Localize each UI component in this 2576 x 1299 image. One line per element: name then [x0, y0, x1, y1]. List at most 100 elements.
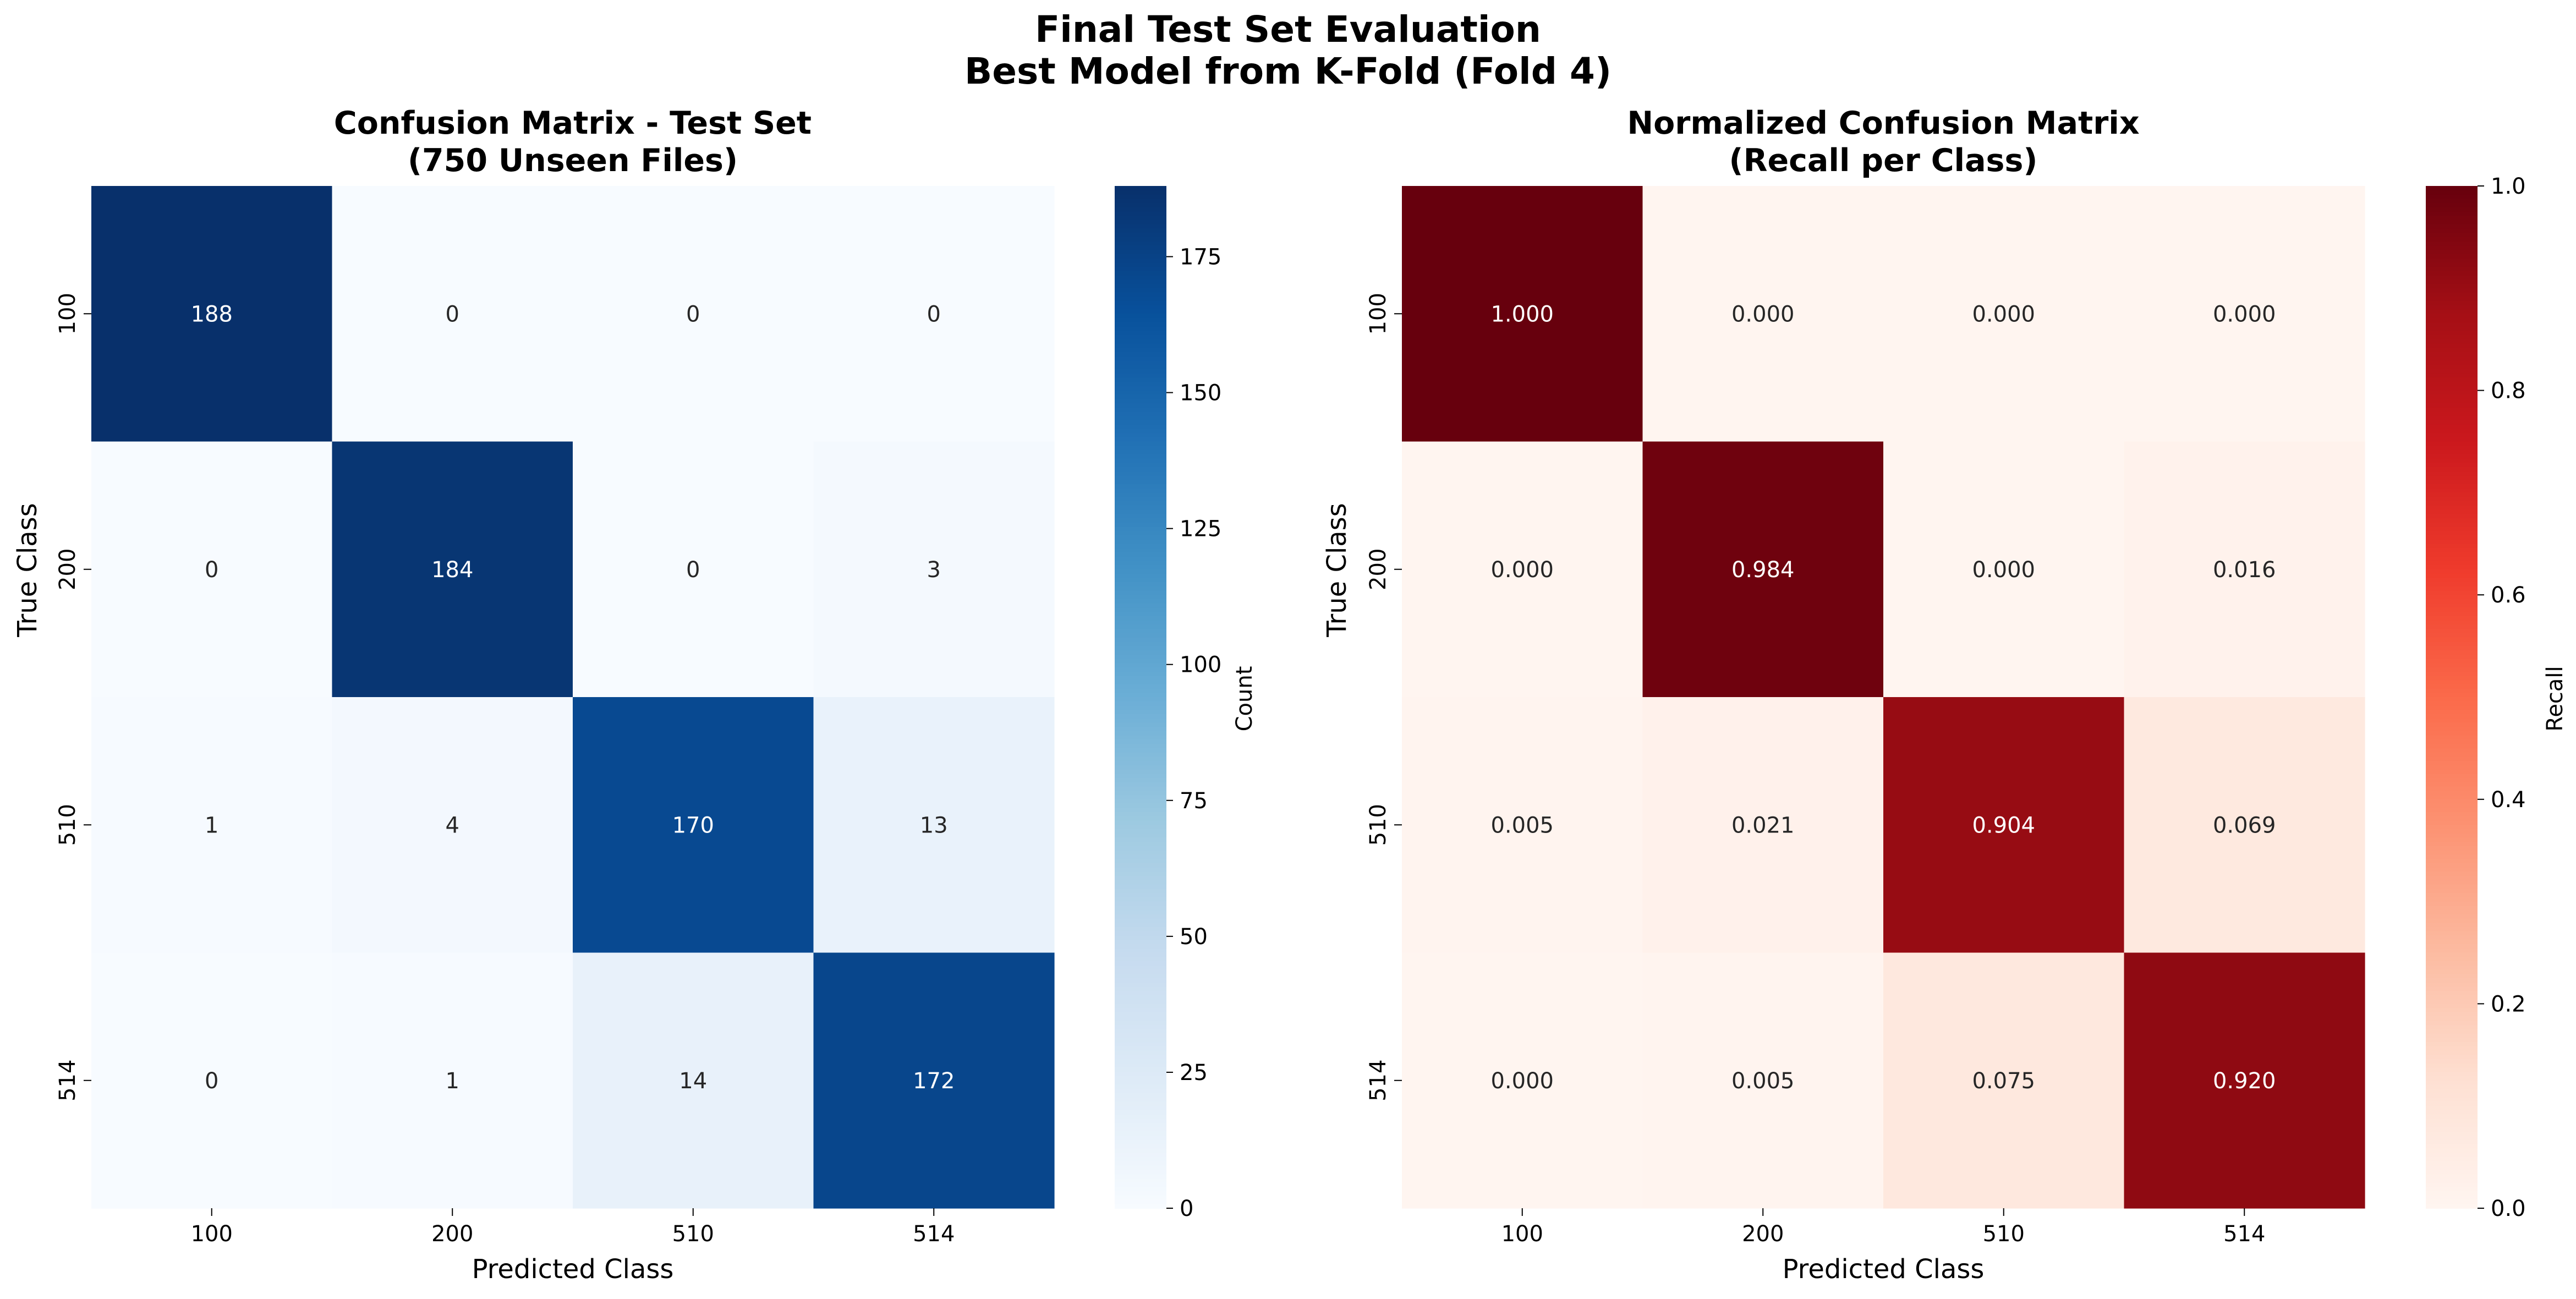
colorbar-slice	[1115, 262, 1166, 267]
colorbar-slice	[1115, 254, 1166, 259]
colorbar-slice	[1115, 744, 1166, 749]
colorbar-slice	[1115, 458, 1166, 464]
colorbar-slice	[1115, 292, 1166, 298]
colorbar-slice	[1115, 424, 1166, 430]
colorbar-slice	[1115, 714, 1166, 719]
colorbar-slice	[1115, 228, 1166, 233]
heatmap-cell	[813, 441, 1055, 698]
colorbar-slice	[2426, 1127, 2478, 1132]
colorbar-slice	[2426, 237, 2478, 242]
colorbar-slice	[1115, 931, 1166, 936]
heatmap-cell	[2124, 697, 2365, 953]
colorbar-slice	[2426, 399, 2478, 404]
x-tick-label: 100	[1501, 1221, 1543, 1247]
colorbar-slice	[1115, 267, 1166, 272]
x-axis-label: Predicted Class	[1783, 1254, 1985, 1285]
colorbar-slice	[1115, 1136, 1166, 1141]
colorbar-slice	[2426, 190, 2478, 195]
colorbar-slice	[1115, 271, 1166, 276]
colorbar-slice	[2426, 544, 2478, 549]
colorbar-slice	[2426, 842, 2478, 847]
colorbar-slice	[2426, 646, 2478, 651]
colorbar-slice	[1115, 893, 1166, 898]
colorbar-slice	[1115, 1004, 1166, 1008]
colorbar-tick-label: 75	[1180, 788, 1208, 814]
colorbar-slice	[2426, 667, 2478, 672]
colorbar-slice	[1115, 974, 1166, 979]
colorbar-slice	[1115, 1025, 1166, 1030]
y-tick-label: 510	[55, 804, 80, 846]
colorbar-slice	[1115, 637, 1166, 643]
heatmap-cell	[573, 952, 814, 1209]
y-tick-label: 514	[1366, 1060, 1391, 1101]
colorbar-slice	[2426, 348, 2478, 353]
colorbar-slice	[1115, 624, 1166, 629]
colorbar-slice	[2426, 518, 2478, 523]
colorbar-slice	[1115, 207, 1166, 212]
colorbar-slice	[2426, 995, 2478, 1000]
colorbar-slice	[2426, 369, 2478, 374]
colorbar-slice	[2426, 582, 2478, 587]
heatmap-cell	[573, 697, 814, 953]
colorbar-slice	[2426, 829, 2478, 834]
colorbar-slice	[1115, 1059, 1166, 1064]
colorbar-slice	[1115, 761, 1166, 766]
colorbar-slice	[1115, 654, 1166, 660]
cell-value-label: 0.069	[2213, 813, 2276, 838]
colorbar-slice	[2426, 386, 2478, 391]
colorbar-slice	[2426, 1174, 2478, 1179]
colorbar-slice	[2426, 659, 2478, 664]
cell-value-label: 0	[686, 557, 700, 583]
colorbar-slice	[2426, 867, 2478, 873]
colorbar-slice	[2426, 918, 2478, 924]
colorbar-slice	[2426, 1012, 2478, 1017]
colorbar-slice	[1115, 467, 1166, 472]
colorbar-slice	[2426, 450, 2478, 455]
colorbar-slice	[1115, 582, 1166, 587]
colorbar-slice	[1115, 1174, 1166, 1179]
cell-value-label: 0.904	[1972, 813, 2035, 838]
x-tick-label: 100	[191, 1221, 233, 1247]
colorbar-slice	[2426, 194, 2478, 200]
colorbar-slice	[2426, 561, 2478, 566]
colorbar-slice	[2426, 778, 2478, 783]
cell-value-label: 0.000	[1490, 1068, 1554, 1094]
colorbar-slice	[1115, 1182, 1166, 1188]
colorbar-slice	[2426, 1008, 2478, 1013]
colorbar-slice	[1115, 906, 1166, 911]
heatmap-cell	[813, 952, 1055, 1209]
heatmap-cell	[1883, 697, 2125, 953]
colorbar-slice	[2426, 663, 2478, 668]
colorbar-slice	[1115, 322, 1166, 327]
colorbar-slice	[2426, 356, 2478, 361]
colorbar-label: Count	[1232, 666, 1257, 732]
colorbar-slice	[1115, 829, 1166, 834]
cell-value-label: 184	[431, 557, 473, 583]
colorbar-slice	[1115, 872, 1166, 876]
cell-value-label: 172	[913, 1068, 955, 1094]
colorbar-slice	[1115, 1063, 1166, 1068]
colorbar-slice	[1115, 552, 1166, 557]
colorbar-slice	[2426, 1101, 2478, 1106]
colorbar-slice	[2426, 1148, 2478, 1154]
colorbar-slice	[1115, 620, 1166, 626]
colorbar-slice	[2426, 714, 2478, 719]
colorbar-slice	[2426, 982, 2478, 988]
colorbar-slice	[2426, 382, 2478, 387]
colorbar-slice	[1115, 407, 1166, 413]
colorbar-slice	[2426, 863, 2478, 868]
colorbar-slice	[1115, 965, 1166, 971]
heatmap-cell	[1883, 441, 2125, 698]
colorbar-slice	[2426, 688, 2478, 694]
colorbar-slice	[2426, 590, 2478, 595]
colorbar-slice	[2426, 373, 2478, 379]
colorbar-slice	[1115, 309, 1166, 315]
colorbar-slice	[1115, 1089, 1166, 1094]
colorbar-slice	[1115, 940, 1166, 945]
colorbar-tick-label: 50	[1180, 924, 1208, 950]
colorbar-slice	[1115, 859, 1166, 864]
normalized-confusion-matrix-panel: Normalized Confusion Matrix (Recall per …	[1322, 105, 2568, 1285]
colorbar-slice	[2426, 637, 2478, 643]
colorbar-tick-label: 0.6	[2491, 583, 2526, 608]
y-tick-label: 510	[1366, 804, 1391, 846]
